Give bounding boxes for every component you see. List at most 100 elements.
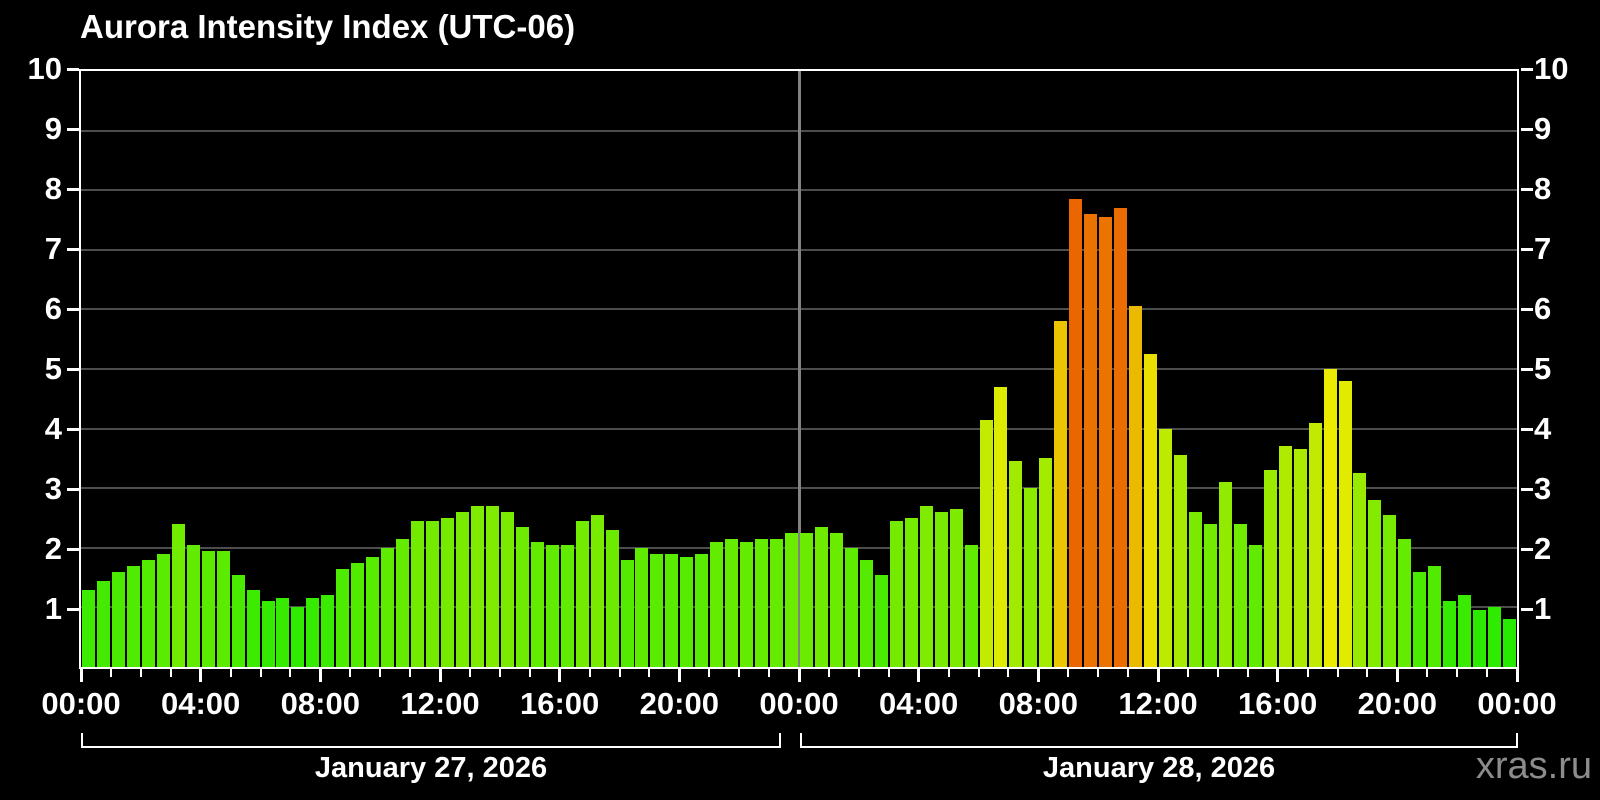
y-tick-label: 6 [44,291,62,326]
bar [1173,455,1187,667]
x-minor-tick [1366,669,1369,677]
bar [725,539,739,667]
y-tick-label: 10 [1534,51,1569,86]
bar [381,548,395,667]
y-tick [1521,68,1533,71]
bar [1159,429,1172,667]
x-major-tick [438,669,442,682]
y-tick [67,308,79,311]
y-tick-label: 3 [44,471,62,506]
bar [560,545,574,667]
x-minor-tick [588,669,591,677]
bar [680,557,694,667]
bar [575,521,589,667]
x-tick-label: 16:00 [520,686,600,721]
x-minor-tick [1186,669,1189,677]
bar [1263,470,1277,667]
x-minor-tick [1456,669,1459,677]
bar [515,527,529,667]
y-tick [67,548,79,551]
bar [1383,515,1397,667]
x-minor-tick [1097,669,1100,677]
bar [261,601,275,667]
bar [800,533,813,667]
bar [1488,607,1502,667]
bar [650,554,664,667]
x-minor-tick [528,669,531,677]
y-tick-label: 5 [1534,351,1552,386]
bar [1129,306,1143,667]
y-tick [67,128,79,131]
x-minor-tick [1067,669,1070,677]
bar [1293,449,1307,667]
bar [1054,321,1068,667]
bar [1084,214,1098,667]
bar [111,572,125,667]
x-minor-tick [648,669,651,677]
y-tick [67,68,79,71]
bar [770,539,784,667]
y-tick-label: 4 [44,411,62,446]
y-tick-label: 9 [44,111,62,146]
bar [545,545,559,667]
bar [590,515,604,667]
y-tick-label: 8 [44,171,62,206]
bar [755,539,769,667]
x-tick-label: 04:00 [879,686,959,721]
bar [1024,488,1038,667]
bar [1069,199,1083,667]
x-minor-tick [977,669,980,677]
y-tick [1521,248,1533,251]
x-minor-tick [857,669,860,677]
bar [366,557,380,667]
bar [500,512,514,667]
day1-bracket [81,733,781,748]
bar [904,518,918,667]
bar [426,521,440,667]
bar [605,530,619,667]
y-tick [67,488,79,491]
bar [889,521,903,667]
bar [156,554,170,667]
y-tick [67,368,79,371]
bar [1368,500,1382,667]
y-tick [67,428,79,431]
x-major-tick [1276,669,1280,682]
bar [1188,512,1202,667]
bar [1338,381,1352,667]
x-major-tick [1036,669,1040,682]
x-minor-tick [289,669,292,677]
y-tick [67,248,79,251]
y-tick [1521,548,1533,551]
bar [441,518,454,667]
y-tick-label: 4 [1534,411,1552,446]
x-major-tick [677,669,681,682]
bar [276,598,290,667]
bar [396,539,410,667]
x-minor-tick [1127,669,1130,677]
bar [1413,572,1427,667]
x-tick-label: 00:00 [759,686,839,721]
bar [246,590,260,667]
x-major-tick [917,669,921,682]
y-tick [1521,488,1533,491]
bar [186,545,200,667]
bar [1353,473,1367,667]
y-tick-label: 8 [1534,171,1552,206]
bar [785,533,799,667]
x-minor-tick [498,669,501,677]
bar [1398,539,1412,667]
x-major-tick [79,669,83,682]
bar [1039,458,1053,667]
bar [844,548,858,667]
y-tick [1521,308,1533,311]
bar [1458,595,1472,667]
watermark: xras.ru [1475,745,1592,787]
x-minor-tick [259,669,262,677]
bar [96,581,110,667]
y-tick-label: 1 [44,591,62,626]
bar [141,560,155,667]
x-minor-tick [139,669,142,677]
bar [979,420,993,667]
